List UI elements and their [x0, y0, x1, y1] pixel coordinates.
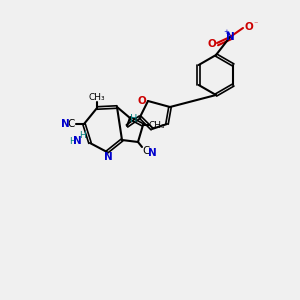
Text: CH₃: CH₃ — [89, 92, 105, 101]
Text: CH₃: CH₃ — [149, 121, 165, 130]
Text: H: H — [130, 114, 138, 124]
Text: H: H — [79, 131, 86, 140]
Text: +: + — [223, 29, 229, 35]
Text: N: N — [61, 119, 69, 129]
Text: C: C — [67, 119, 75, 129]
Text: C: C — [142, 146, 150, 156]
Text: H: H — [69, 136, 75, 146]
Text: O: O — [138, 96, 146, 106]
Text: N: N — [148, 148, 156, 158]
Text: O: O — [208, 39, 216, 49]
Text: N: N — [103, 152, 112, 162]
Text: ⁻: ⁻ — [254, 20, 258, 28]
Text: N: N — [73, 136, 81, 146]
Text: O: O — [244, 22, 253, 32]
Text: N: N — [226, 32, 234, 42]
